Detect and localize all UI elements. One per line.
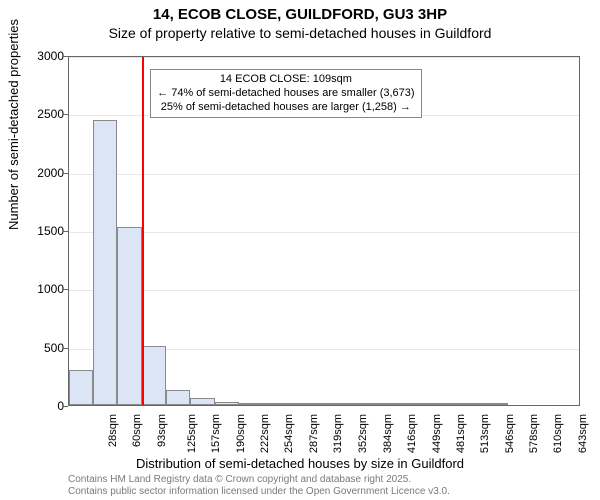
attribution-footer: Contains HM Land Registry data © Crown c… — [68, 474, 450, 498]
histogram-bar — [93, 120, 117, 405]
histogram-bar — [69, 370, 93, 405]
y-tick-label: 1000 — [24, 282, 64, 296]
x-tick-label: 546sqm — [504, 414, 516, 453]
histogram-bar — [386, 403, 411, 405]
x-tick-label: 643sqm — [577, 414, 589, 453]
histogram-bar — [313, 403, 338, 405]
gridline — [69, 57, 579, 58]
info-annotation-box: 14 ECOB CLOSE: 109sqm← 74% of semi-detac… — [150, 69, 421, 118]
y-tick-label: 500 — [24, 341, 64, 355]
x-tick-label: 578sqm — [528, 414, 540, 453]
gridline — [69, 232, 579, 233]
x-tick-label: 610sqm — [552, 414, 564, 453]
info-box-line: 25% of semi-detached houses are larger (… — [157, 101, 414, 115]
y-tick-label: 0 — [24, 399, 64, 413]
x-tick-label: 481sqm — [455, 414, 467, 453]
y-tick-label: 1500 — [24, 224, 64, 238]
histogram-bar — [484, 403, 508, 405]
chart-title-block: 14, ECOB CLOSE, GUILDFORD, GU3 3HP Size … — [0, 0, 600, 41]
histogram-bar — [215, 402, 239, 406]
histogram-plot: 14 ECOB CLOSE: 109sqm← 74% of semi-detac… — [68, 56, 580, 406]
x-axis-label: Distribution of semi-detached houses by … — [0, 456, 600, 471]
histogram-bar — [288, 403, 312, 405]
histogram-bar — [411, 403, 435, 405]
gridline — [69, 290, 579, 291]
x-tick-label: 125sqm — [186, 414, 198, 453]
y-tick-mark — [63, 406, 68, 407]
histogram-bar — [142, 346, 166, 406]
y-axis-label: Number of semi-detached properties — [6, 19, 21, 230]
histogram-bar — [166, 390, 190, 405]
histogram-bar — [337, 403, 361, 405]
x-tick-label: 352sqm — [358, 414, 370, 453]
x-tick-label: 222sqm — [259, 414, 271, 453]
x-tick-label: 319sqm — [333, 414, 345, 453]
y-tick-mark — [63, 289, 68, 290]
title-line1: 14, ECOB CLOSE, GUILDFORD, GU3 3HP — [0, 6, 600, 23]
y-tick-label: 2500 — [24, 107, 64, 121]
histogram-bar — [435, 403, 459, 405]
footer-line1: Contains HM Land Registry data © Crown c… — [68, 474, 450, 486]
histogram-bar — [190, 398, 215, 405]
footer-line2: Contains public sector information licen… — [68, 486, 450, 498]
histogram-bar — [239, 403, 263, 405]
y-tick-label: 2000 — [24, 166, 64, 180]
x-tick-label: 254sqm — [284, 414, 296, 453]
histogram-bar — [362, 403, 386, 405]
y-tick-mark — [63, 173, 68, 174]
x-tick-label: 190sqm — [235, 414, 247, 453]
info-box-line: ← 74% of semi-detached houses are smalle… — [157, 87, 414, 101]
x-tick-label: 93sqm — [156, 414, 168, 447]
histogram-bar — [459, 403, 484, 405]
x-tick-label: 157sqm — [210, 414, 222, 453]
y-tick-mark — [63, 56, 68, 57]
x-tick-label: 28sqm — [107, 414, 119, 447]
y-tick-mark — [63, 114, 68, 115]
title-line2: Size of property relative to semi-detach… — [0, 25, 600, 41]
y-tick-mark — [63, 231, 68, 232]
reference-line — [142, 57, 144, 405]
histogram-bar — [264, 403, 289, 405]
y-tick-mark — [63, 348, 68, 349]
x-tick-label: 384sqm — [382, 414, 394, 453]
x-tick-label: 513sqm — [479, 414, 491, 453]
x-tick-label: 449sqm — [431, 414, 443, 453]
x-tick-label: 416sqm — [406, 414, 418, 453]
x-tick-label: 287sqm — [309, 414, 321, 453]
y-tick-label: 3000 — [24, 49, 64, 63]
gridline — [69, 174, 579, 175]
info-box-line: 14 ECOB CLOSE: 109sqm — [157, 73, 414, 87]
x-tick-label: 60sqm — [131, 414, 143, 447]
histogram-bar — [117, 227, 142, 406]
